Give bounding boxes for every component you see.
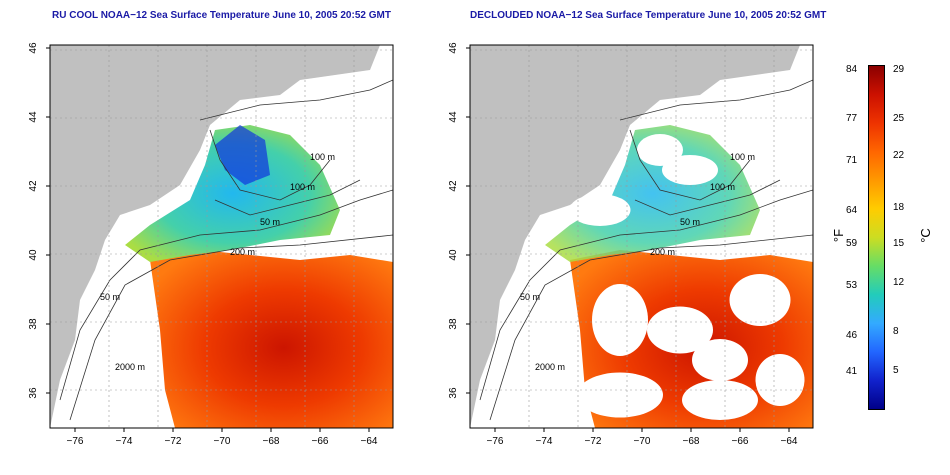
colorbar-fahrenheit-unit: °F: [831, 228, 847, 243]
x-tick-label: −72: [165, 436, 182, 447]
land-mass: [470, 45, 800, 428]
x-tick-label: −76: [67, 436, 84, 447]
y-tick-label: 46: [28, 42, 39, 54]
map-area: 100 m 100 m 50 m 200 m 50 m 2000 m: [470, 45, 813, 428]
celsius-tick-label: 12: [893, 277, 905, 288]
depth-contour: [199, 79, 393, 121]
map-area: 100 m 100 m 50 m 200 m 50 m 2000 m: [50, 45, 393, 428]
cloud-gap: [692, 339, 748, 381]
y-tick-label: 40: [448, 249, 459, 261]
x-tick-label: −70: [634, 436, 651, 447]
contour-label: 50 m: [260, 217, 280, 227]
fahrenheit-tick-label: 64: [846, 205, 858, 216]
fahrenheit-tick-label: 71: [846, 155, 858, 166]
depth-contour: [69, 234, 393, 421]
contour-label: 100 m: [310, 152, 335, 162]
map-right: 100 m 100 m 50 m 200 m 50 m 2000 m −76 −74 −72 −7…: [448, 42, 814, 447]
depth-contour: [59, 189, 393, 401]
x-tick-label: −64: [361, 436, 378, 447]
cloud-gap: [637, 134, 683, 166]
y-tick-label: 38: [28, 318, 39, 330]
depth-contour: [209, 129, 331, 201]
celsius-tick-label: 5: [893, 365, 899, 376]
cloud-gap: [662, 155, 718, 185]
title-right: DECLOUDED NOAA−12 Sea Surface Temperatur…: [470, 10, 827, 21]
colorbar-gradient: [869, 66, 884, 409]
contour-label: 50 m: [680, 217, 700, 227]
fahrenheit-tick-label: 41: [846, 366, 858, 377]
depth-contour: [214, 179, 361, 216]
x-tick-label: −74: [116, 436, 133, 447]
depth-contour: [489, 234, 813, 421]
contour-label: 50 m: [520, 292, 540, 302]
fahrenheit-tick-label: 59: [846, 238, 858, 249]
x-tick-label: −64: [781, 436, 798, 447]
fahrenheit-tick-label: 77: [846, 113, 858, 124]
y-tick-label: 44: [448, 111, 459, 123]
contour-label: 200 m: [650, 247, 675, 257]
y-tick-label: 44: [28, 111, 39, 123]
contour-label: 50 m: [100, 292, 120, 302]
cloud-gap: [592, 284, 648, 356]
cloud-gap: [647, 306, 713, 354]
celsius-tick-label: 29: [893, 64, 905, 75]
y-tick-label: 36: [28, 387, 39, 399]
cloud-gap: [577, 372, 663, 418]
celsius-tick-label: 18: [893, 202, 905, 213]
depth-contour: [629, 129, 751, 201]
contour-label: 200 m: [230, 247, 255, 257]
contour-label: 100 m: [730, 152, 755, 162]
depth-contour: [479, 189, 813, 401]
land-mass: [50, 45, 380, 428]
depth-contour: [619, 79, 813, 121]
contour-label: 100 m: [710, 182, 735, 192]
celsius-tick-label: 15: [893, 238, 905, 249]
y-tick-label: 36: [448, 387, 459, 399]
y-tick-label: 38: [448, 318, 459, 330]
fahrenheit-tick-label: 84: [846, 64, 858, 75]
x-tick-label: −72: [585, 436, 602, 447]
celsius-tick-label: 22: [893, 150, 905, 161]
warm-water: [150, 250, 393, 428]
y-tick-label: 42: [28, 180, 39, 192]
cloud-gap: [755, 354, 805, 406]
y-tick-label: 46: [448, 42, 459, 54]
x-tick-label: −76: [487, 436, 504, 447]
cloud-gap: [729, 274, 791, 326]
x-tick-label: −68: [263, 436, 280, 447]
contour-label: 2000 m: [115, 362, 145, 372]
fahrenheit-tick-label: 53: [846, 280, 858, 291]
title-left: RU COOL NOAA−12 Sea Surface Temperature …: [52, 10, 391, 21]
celsius-tick-label: 25: [893, 113, 905, 124]
x-tick-label: −70: [214, 436, 231, 447]
map-left: 100 m 100 m 50 m 200 m 50 m 2000 m −76 −74 −72 −7…: [28, 42, 394, 447]
x-tick-label: −66: [312, 436, 329, 447]
x-tick-label: −68: [683, 436, 700, 447]
colorbar-celsius-unit: °C: [917, 228, 933, 243]
fahrenheit-tick-label: 46: [846, 330, 858, 341]
depth-contour: [634, 179, 781, 216]
x-tick-label: −74: [536, 436, 553, 447]
celsius-tick-label: 8: [893, 326, 899, 337]
cool-water: [125, 125, 340, 262]
y-tick-label: 42: [448, 180, 459, 192]
cloud-gap: [569, 194, 631, 226]
x-tick-label: −66: [732, 436, 749, 447]
y-tick-label: 40: [28, 249, 39, 261]
cloud-gap: [682, 380, 758, 420]
contour-label: 100 m: [290, 182, 315, 192]
contour-label: 2000 m: [535, 362, 565, 372]
colorbar: [868, 65, 885, 410]
